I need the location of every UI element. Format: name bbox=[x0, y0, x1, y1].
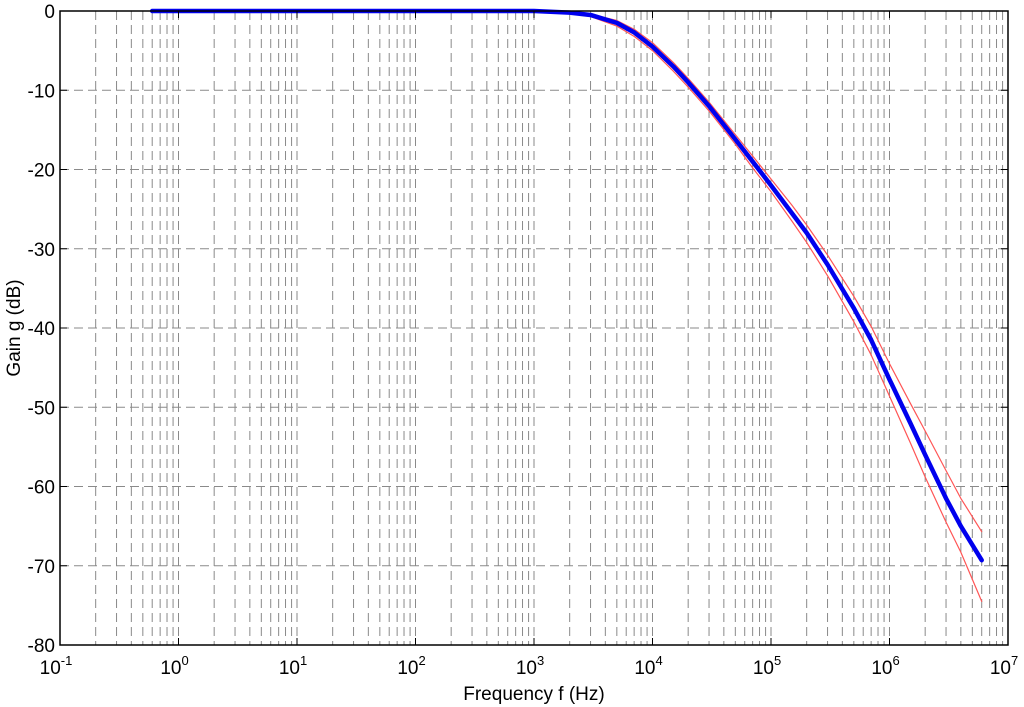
y-tick-label-4: -40 bbox=[28, 319, 55, 340]
x-tick-label-0: 10-1 bbox=[40, 653, 73, 679]
y-tick-label-0: 0 bbox=[44, 2, 55, 23]
y-tick-label-2: -20 bbox=[28, 161, 55, 182]
y-tick-label-6: -60 bbox=[28, 478, 55, 499]
x-tick-label-8: 107 bbox=[990, 653, 1018, 679]
y-tick-label-5: -50 bbox=[28, 398, 55, 419]
x-tick-label-7: 106 bbox=[871, 653, 899, 679]
y-tick-label-3: -30 bbox=[28, 240, 55, 261]
y-tick-label-1: -10 bbox=[28, 81, 55, 102]
y-tick-label-7: -70 bbox=[28, 557, 55, 578]
y-axis-label: Gain g (dB) bbox=[4, 279, 25, 376]
x-tick-label-3: 102 bbox=[397, 653, 425, 679]
x-tick-label-1: 100 bbox=[160, 653, 188, 679]
x-tick-label-6: 105 bbox=[753, 653, 781, 679]
x-tick-label-5: 104 bbox=[634, 653, 662, 679]
x-tick-label-2: 101 bbox=[279, 653, 307, 679]
x-axis-label: Frequency f (Hz) bbox=[463, 684, 604, 705]
x-tick-label-4: 103 bbox=[516, 653, 544, 679]
y-tick-label-8: -80 bbox=[28, 636, 55, 657]
